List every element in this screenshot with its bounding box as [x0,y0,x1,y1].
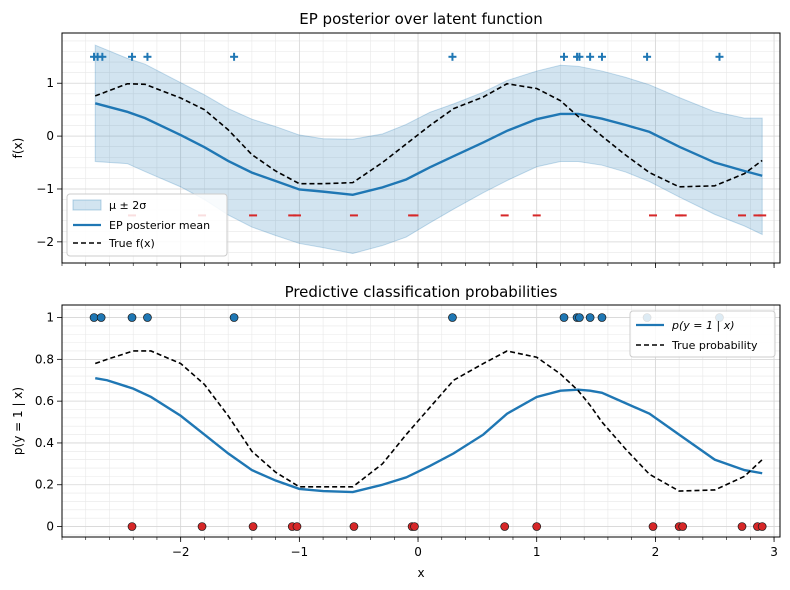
legend-label-truth: True probability [671,339,758,352]
uncertainty-band [94,44,763,254]
negative-observation-marker [349,522,359,531]
negative-observation-marker [757,522,767,531]
legend-label-predictive: p(y = 1 | x) [671,319,735,332]
legend-label-band: μ ± 2σ [109,199,146,212]
x-tick-label: −1 [291,545,309,559]
panel-title: EP posterior over latent function [299,10,542,28]
positive-observation-marker [715,52,724,61]
x-tick-label: −2 [172,545,190,559]
positive-observation-marker [597,52,606,61]
y-tick-label: 0 [46,129,54,143]
y-tick-label: −2 [36,235,54,249]
positive-observation-marker [597,313,607,322]
y-axis-label: f(x) [11,138,25,159]
positive-observation-marker [575,313,584,322]
series-lines [94,350,763,494]
y-tick-label: 1 [46,311,54,325]
negative-observation-marker [410,522,419,531]
legend: μ ± 2σ EP posterior mean True f(x) [66,193,228,257]
positive-observation-marker [143,313,152,322]
negative-observation-marker [500,522,510,531]
y-tick-label: 0 [46,520,54,534]
series-lines [94,82,763,197]
positive-observation-marker [448,313,457,322]
y-tick-label: 0.6 [35,394,54,408]
negative-observation-marker [678,522,688,531]
x-tick-label: 0 [414,545,422,559]
positive-observation-marker [448,52,457,61]
positive-observation-marker [96,313,106,322]
x-tick-label: 3 [770,545,778,559]
positive-observation-marker [98,52,107,61]
x-tick-label: 1 [533,545,541,559]
posterior-mean-line [94,102,763,197]
panel-title: Predictive classification probabilities [285,283,558,301]
positive-observation-marker [230,52,239,61]
y-tick-label: 1 [46,76,54,90]
plot-frame [61,32,781,264]
y-tick-label: 0.2 [35,478,54,492]
y-tick-label: 0.8 [35,352,54,366]
positive-observation-marker [229,313,239,322]
posterior-mean-line [95,376,763,494]
legend: p(y = 1 | x) True probability [629,310,776,358]
legend-label-mean: EP posterior mean [109,219,210,232]
positive-observation-marker [128,52,137,61]
positive-observation-marker [585,313,595,322]
negative-observation-marker [532,522,542,531]
y-tick-label: 0.4 [35,436,54,450]
negative-observation-marker [127,522,137,531]
legend-box [66,193,228,257]
negative-observation-marker [292,522,302,531]
uncertainty-band-area [94,44,763,254]
negative-observation-marker [648,522,658,531]
x-tick-label: 2 [652,545,660,559]
plot-frame [61,304,781,538]
latent-function-panel: EP posterior over latent function f(x) −… [11,10,781,268]
axes: −2 −1 0 1 2 3 0 0.2 0.4 0.6 0.8 1 [35,304,781,559]
positive-observation-marker [643,52,652,61]
legend-label-truth: True f(x) [108,237,155,250]
negative-observation-marker [737,522,747,531]
positive-observation-marker [559,313,569,322]
positive-observation-marker [143,52,152,61]
positive-observation-marker [560,52,569,61]
probability-panel: Predictive classification probabilities … [11,283,781,580]
observations [89,313,767,531]
y-tick-label: −1 [36,182,54,196]
true-curve-line [94,350,763,492]
legend-swatch-band [72,199,102,211]
true-curve-line [94,82,763,188]
positive-observation-marker [127,313,137,322]
positive-observation-marker [575,52,584,61]
x-axis-label: x [417,566,424,580]
negative-observation-marker [248,522,258,531]
negative-observation-marker [197,522,207,531]
axes: −2 −1 0 1 [36,32,781,268]
y-axis-label: p(y = 1 | x) [11,387,25,455]
legend-box [629,310,776,358]
positive-observation-marker [586,52,595,61]
